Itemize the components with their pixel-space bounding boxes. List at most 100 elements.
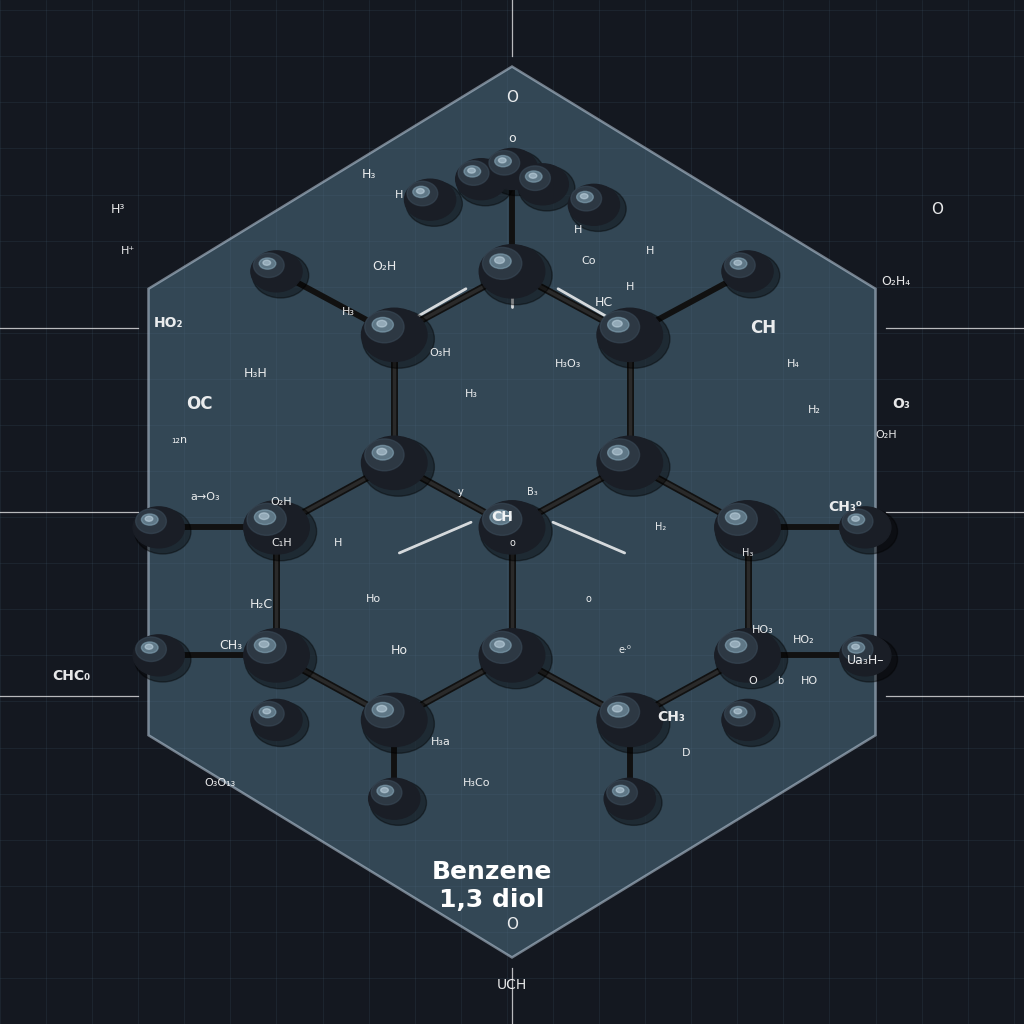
Text: y: y bbox=[458, 486, 464, 497]
Text: e·⁰: e·⁰ bbox=[618, 645, 631, 655]
Ellipse shape bbox=[734, 709, 741, 714]
Ellipse shape bbox=[253, 253, 309, 298]
Ellipse shape bbox=[495, 156, 511, 167]
Text: H₃: H₃ bbox=[361, 168, 376, 180]
Ellipse shape bbox=[362, 694, 434, 754]
Ellipse shape bbox=[842, 637, 872, 662]
Text: H⁺: H⁺ bbox=[121, 246, 135, 256]
Ellipse shape bbox=[244, 501, 309, 554]
Ellipse shape bbox=[715, 629, 780, 682]
Ellipse shape bbox=[499, 158, 506, 163]
Ellipse shape bbox=[482, 632, 522, 664]
Text: UCH: UCH bbox=[497, 978, 527, 992]
Ellipse shape bbox=[718, 504, 758, 536]
Ellipse shape bbox=[361, 436, 427, 489]
Ellipse shape bbox=[377, 706, 387, 712]
Ellipse shape bbox=[135, 637, 190, 682]
Text: O₃: O₃ bbox=[892, 397, 910, 412]
Ellipse shape bbox=[722, 251, 773, 292]
Text: b: b bbox=[777, 676, 783, 686]
Ellipse shape bbox=[369, 778, 420, 819]
Text: H: H bbox=[395, 189, 403, 200]
Text: CH₃: CH₃ bbox=[656, 710, 685, 724]
Ellipse shape bbox=[600, 696, 640, 728]
Text: O₂H: O₂H bbox=[874, 430, 897, 440]
Ellipse shape bbox=[253, 701, 309, 746]
Ellipse shape bbox=[730, 513, 740, 519]
Ellipse shape bbox=[607, 317, 629, 332]
Text: Ua₃H–: Ua₃H– bbox=[847, 654, 884, 667]
Ellipse shape bbox=[517, 164, 568, 205]
Ellipse shape bbox=[135, 637, 166, 662]
Ellipse shape bbox=[722, 699, 773, 740]
Ellipse shape bbox=[371, 780, 401, 805]
Text: O₂H: O₂H bbox=[372, 260, 396, 272]
Ellipse shape bbox=[607, 445, 629, 460]
Ellipse shape bbox=[254, 701, 285, 726]
Ellipse shape bbox=[612, 785, 629, 797]
Ellipse shape bbox=[372, 445, 393, 460]
Ellipse shape bbox=[377, 785, 393, 797]
Ellipse shape bbox=[404, 179, 456, 220]
Text: o: o bbox=[586, 594, 592, 604]
Ellipse shape bbox=[495, 641, 505, 647]
Ellipse shape bbox=[716, 630, 787, 689]
Text: O: O bbox=[749, 676, 757, 686]
Ellipse shape bbox=[489, 638, 511, 652]
Text: ₁₂n: ₁₂n bbox=[171, 435, 187, 445]
Ellipse shape bbox=[525, 171, 542, 182]
Ellipse shape bbox=[529, 173, 537, 178]
Ellipse shape bbox=[848, 642, 864, 653]
Text: O₃H: O₃H bbox=[429, 348, 452, 358]
Ellipse shape bbox=[848, 514, 864, 525]
Ellipse shape bbox=[135, 509, 190, 554]
Ellipse shape bbox=[480, 246, 552, 305]
Text: CH₃⁰: CH₃⁰ bbox=[827, 500, 862, 514]
Ellipse shape bbox=[259, 258, 275, 269]
Ellipse shape bbox=[247, 504, 287, 536]
Text: Co: Co bbox=[582, 256, 596, 266]
Ellipse shape bbox=[518, 166, 575, 211]
Text: Ho: Ho bbox=[391, 644, 408, 656]
Ellipse shape bbox=[259, 707, 275, 718]
Ellipse shape bbox=[605, 780, 662, 825]
Text: HO₂: HO₂ bbox=[793, 635, 815, 645]
Ellipse shape bbox=[852, 516, 859, 521]
Text: H₄: H₄ bbox=[787, 358, 800, 369]
Ellipse shape bbox=[141, 642, 158, 653]
Ellipse shape bbox=[489, 510, 511, 524]
Ellipse shape bbox=[251, 699, 302, 740]
Text: O: O bbox=[506, 90, 518, 104]
Ellipse shape bbox=[263, 709, 270, 714]
Text: H₂: H₂ bbox=[655, 522, 666, 532]
Ellipse shape bbox=[141, 514, 158, 525]
Ellipse shape bbox=[254, 638, 275, 652]
Text: H₃: H₃ bbox=[741, 548, 754, 558]
Ellipse shape bbox=[145, 516, 153, 521]
Text: B₃: B₃ bbox=[527, 486, 538, 497]
Ellipse shape bbox=[479, 245, 545, 298]
Ellipse shape bbox=[598, 437, 670, 497]
Text: H: H bbox=[646, 246, 654, 256]
Ellipse shape bbox=[723, 253, 780, 298]
Ellipse shape bbox=[577, 191, 593, 203]
Text: CHC₀: CHC₀ bbox=[52, 669, 91, 683]
Ellipse shape bbox=[568, 184, 620, 225]
Ellipse shape bbox=[407, 181, 438, 206]
Ellipse shape bbox=[381, 787, 388, 793]
Ellipse shape bbox=[612, 706, 623, 712]
Ellipse shape bbox=[133, 635, 184, 676]
Ellipse shape bbox=[372, 702, 393, 717]
Text: H³: H³ bbox=[111, 204, 125, 216]
Ellipse shape bbox=[840, 635, 891, 676]
Ellipse shape bbox=[362, 437, 434, 497]
Ellipse shape bbox=[569, 186, 626, 231]
Ellipse shape bbox=[133, 507, 184, 548]
Text: Benzene
1,3 diol: Benzene 1,3 diol bbox=[431, 860, 552, 911]
Text: O₂H: O₂H bbox=[270, 497, 293, 507]
Ellipse shape bbox=[734, 260, 741, 265]
Text: OC: OC bbox=[186, 395, 213, 414]
Ellipse shape bbox=[377, 321, 387, 327]
Ellipse shape bbox=[725, 253, 756, 278]
Ellipse shape bbox=[245, 502, 316, 561]
